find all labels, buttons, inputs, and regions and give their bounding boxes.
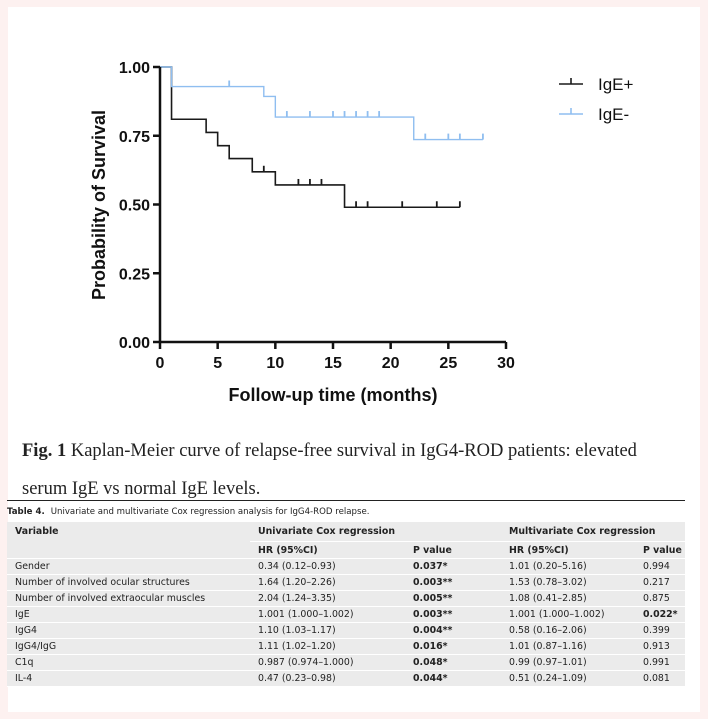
row-multi-hr: 1.01 (0.20–5.16): [501, 558, 643, 575]
row-uni-p: 0.016*: [405, 638, 501, 655]
table-row: IgG4/IgG 1.11 (1.02–1.20) 0.016* 1.01 (0.87…: [7, 638, 685, 655]
row-uni-p: 0.003**: [405, 606, 501, 623]
header-univariate: Univariate Cox regression: [250, 522, 501, 542]
row-uni-p: 0.004**: [405, 622, 501, 639]
x-tick-label: 0: [156, 355, 165, 372]
x-tick-label: 15: [324, 355, 342, 372]
legend: IgE+ IgE-: [559, 75, 634, 124]
row-multi-p: 0.994: [643, 558, 685, 575]
header-variable: Variable: [7, 522, 250, 542]
row-variable: Number of involved ocular structures: [7, 574, 250, 591]
table-row: IgE 1.001 (1.000–1.002) 0.003** 1.001 (1.00…: [7, 606, 685, 623]
row-variable: IgG4: [7, 622, 250, 639]
row-multi-hr: 1.08 (0.41–2.85): [501, 590, 643, 607]
header-uni-hr: HR (95%CI): [250, 541, 405, 559]
row-multi-hr: 0.51 (0.24–1.09): [501, 670, 643, 687]
x-tick-label: 30: [497, 355, 515, 372]
table-row: Gender 0.34 (0.12–0.93) 0.037* 1.01 (0.20–5…: [7, 558, 685, 575]
row-multi-p: 0.217: [643, 574, 685, 591]
row-multi-hr: 1.53 (0.78–3.02): [501, 574, 643, 591]
legend-label: IgE-: [598, 105, 629, 124]
row-uni-hr: 0.47 (0.23–0.98): [250, 670, 405, 687]
row-multi-p: 0.913: [643, 638, 685, 655]
y-tick-label: 1.00: [119, 60, 150, 77]
table-row: Number of involved extraocular muscles 2.…: [7, 590, 685, 607]
row-variable: C1q: [7, 654, 250, 671]
row-multi-hr: 0.58 (0.16–2.06): [501, 622, 643, 639]
header-uni-p: P value: [405, 541, 501, 559]
series-ige-positive-curve: [160, 66, 460, 209]
row-multi-p: 0.022*: [643, 606, 685, 623]
row-multi-hr: 1.01 (0.87–1.16): [501, 638, 643, 655]
figure-caption: Fig. 1 Kaplan-Meier curve of relapse-fre…: [22, 432, 682, 508]
cox-regression-table: Variable Univariate Cox regression Multi…: [7, 522, 685, 687]
row-uni-p: 0.044*: [405, 670, 501, 687]
series-ige-negative-curve: [160, 66, 483, 141]
figure-caption-text: Kaplan-Meier curve of relapse-free survi…: [22, 441, 637, 499]
x-tick-label: 25: [439, 355, 457, 372]
axes-layer: 0.00 0.25 0.50 0.75 1.00 0 5 10 15 20 25 30: [119, 60, 515, 372]
row-uni-p: 0.048*: [405, 654, 501, 671]
row-uni-p: 0.005**: [405, 590, 501, 607]
row-multi-hr: 0.99 (0.97–1.01): [501, 654, 643, 671]
table-label: Table 4.: [7, 507, 45, 517]
row-multi-p: 0.875: [643, 590, 685, 607]
row-uni-p: 0.003**: [405, 574, 501, 591]
header-variable-blank: [7, 541, 250, 559]
row-uni-hr: 1.10 (1.03–1.17): [250, 622, 405, 639]
x-tick-label: 5: [213, 355, 222, 372]
x-axis-title: Follow-up time (months): [229, 385, 438, 405]
x-tick-label: 10: [266, 355, 284, 372]
legend-label: IgE+: [598, 75, 634, 94]
row-variable: IL-4: [7, 670, 250, 687]
table-caption: Table 4. Univariate and multivariate Cox …: [7, 506, 685, 522]
x-tick-label: 20: [382, 355, 400, 372]
row-uni-hr: 1.001 (1.000–1.002): [250, 606, 405, 623]
header-multi-hr: HR (95%CI): [501, 541, 643, 559]
table-row: C1q 0.987 (0.974–1.000) 0.048* 0.99 (0.97–1…: [7, 654, 685, 671]
y-tick-label: 0.25: [119, 266, 150, 283]
row-uni-hr: 1.64 (1.20–2.26): [250, 574, 405, 591]
row-variable: Gender: [7, 558, 250, 575]
row-multi-p: 0.991: [643, 654, 685, 671]
series-layer: [160, 66, 484, 209]
cox-regression-table-block: Table 4. Univariate and multivariate Cox …: [7, 500, 685, 687]
row-uni-hr: 0.987 (0.974–1.000): [250, 654, 405, 671]
table-top-rule: [7, 500, 685, 501]
row-multi-p: 0.081: [643, 670, 685, 687]
y-axis-title: Probability of Survival: [89, 110, 109, 300]
header-multi-p: P value: [643, 541, 685, 559]
figure-label: Fig. 1: [22, 441, 67, 461]
table-row: IgG4 1.10 (1.03–1.17) 0.004** 0.58 (0.16–2.…: [7, 622, 685, 639]
row-uni-hr: 0.34 (0.12–0.93): [250, 558, 405, 575]
table-row: Number of involved ocular structures 1.64…: [7, 574, 685, 591]
row-multi-p: 0.399: [643, 622, 685, 639]
row-variable: Number of involved extraocular muscles: [7, 590, 250, 607]
row-multi-hr: 1.001 (1.000–1.002): [501, 606, 643, 623]
table-header-row-1: Variable Univariate Cox regression Multi…: [7, 522, 685, 542]
row-uni-hr: 1.11 (1.02–1.20): [250, 638, 405, 655]
table-header-row-2: HR (95%CI) P value HR (95%CI) P value: [7, 541, 685, 559]
row-variable: IgE: [7, 606, 250, 623]
y-tick-label: 0.75: [119, 129, 150, 146]
y-tick-label: 0.00: [119, 335, 150, 352]
row-uni-hr: 2.04 (1.24–3.35): [250, 590, 405, 607]
table-row: IL-4 0.47 (0.23–0.98) 0.044* 0.51 (0.24–1.0…: [7, 670, 685, 687]
kaplan-meier-chart: 0.00 0.25 0.50 0.75 1.00 0 5 10 15 20 25 30 Probabi…: [89, 60, 634, 405]
row-uni-p: 0.037*: [405, 558, 501, 575]
table-title: Univariate and multivariate Cox regressi…: [50, 507, 370, 517]
header-multivariate: Multivariate Cox regression: [501, 522, 685, 542]
y-tick-label: 0.50: [119, 198, 150, 215]
row-variable: IgG4/IgG: [7, 638, 250, 655]
